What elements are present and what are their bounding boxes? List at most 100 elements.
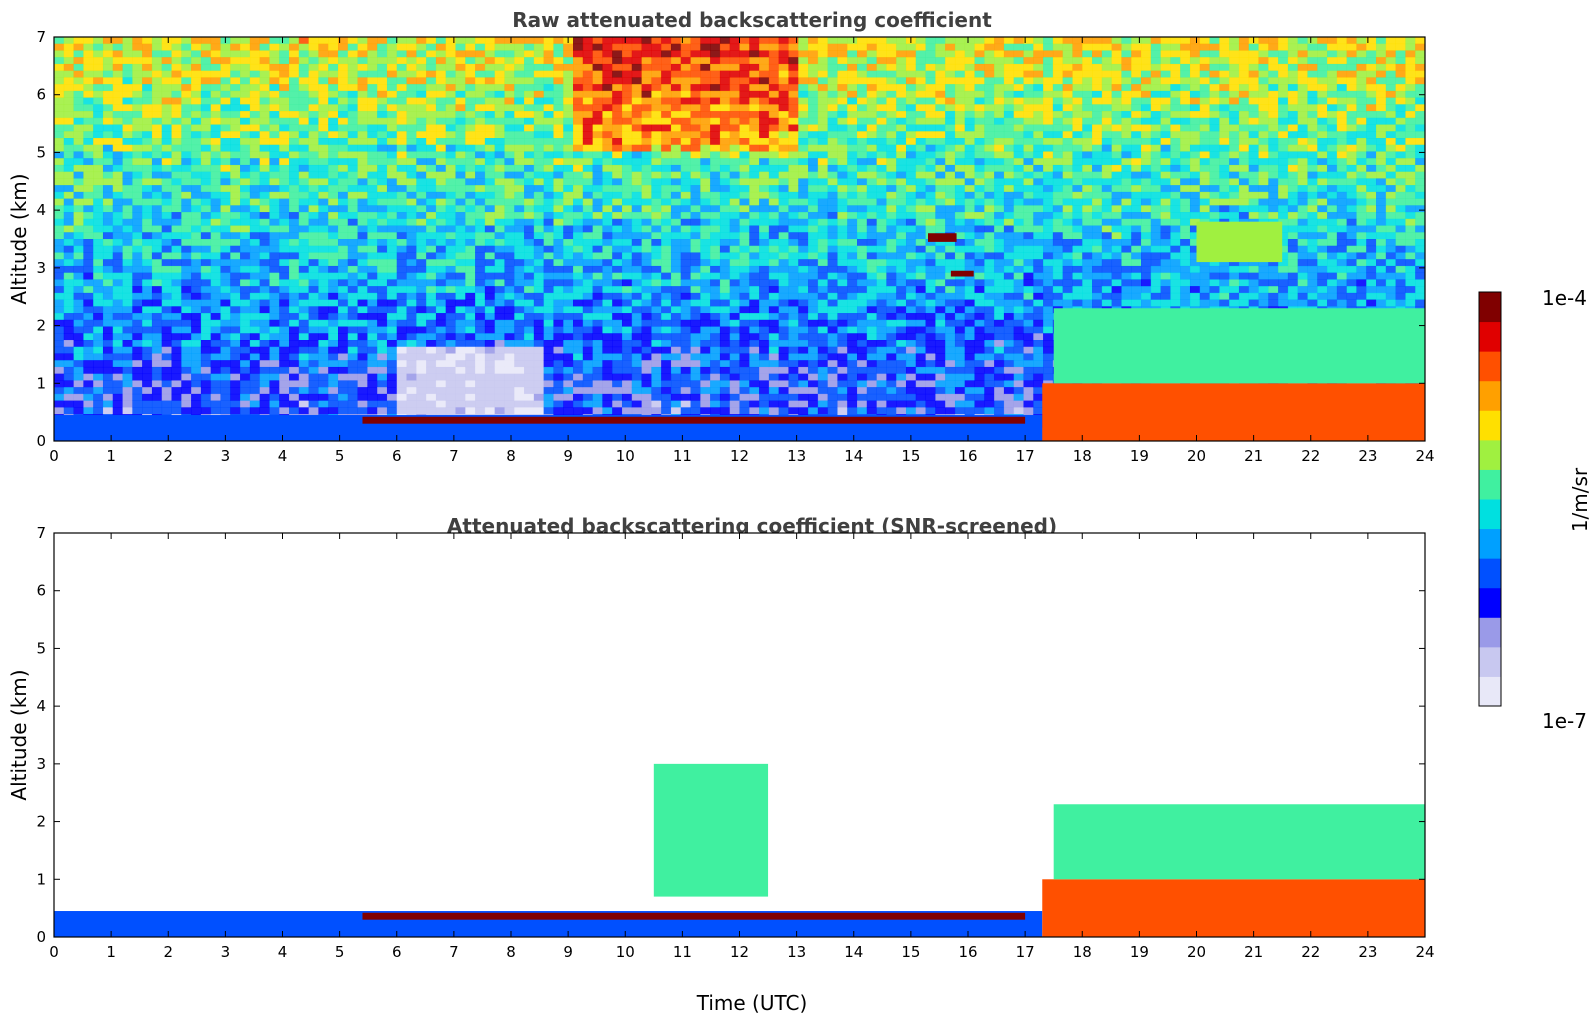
y-axis-label: Altitude (km) [7,173,31,304]
colorbar-swatch [1479,558,1501,589]
x-tick-label: 14 [844,447,863,465]
colorbar-frame [1478,291,1502,707]
colorbar-swatch [1479,499,1501,530]
colorbar-swatch [1479,676,1501,707]
y-tick-label: 5 [36,639,46,657]
x-tick-label: 8 [506,943,516,961]
x-tick-label: 4 [278,447,288,465]
x-tick-label: 23 [1358,943,1377,961]
x-tick-label: 3 [221,447,231,465]
x-tick-label: 0 [49,943,59,961]
x-tick-label: 17 [1016,447,1035,465]
x-tick-label: 5 [335,447,345,465]
feature-plumes [1053,804,1425,880]
colorbar-swatch [1479,528,1501,559]
feature-cloud [950,270,974,277]
feature-boundary-layer-top [362,416,1026,424]
x-tick-label: 4 [278,943,288,961]
colorbar-swatch [1479,439,1501,470]
x-tick-label: 15 [901,447,920,465]
y-tick-label: 3 [36,755,46,773]
x-tick-label: 9 [563,943,573,961]
x-tick-label: 7 [449,447,459,465]
colorbar [1478,291,1502,707]
x-tick-label: 18 [1073,447,1092,465]
y-tick-label: 3 [36,259,46,277]
x-tick-label: 19 [1130,447,1149,465]
x-tick-label: 8 [506,447,516,465]
x-tick-label: 0 [49,447,59,465]
x-tick-label: 23 [1358,447,1377,465]
x-tick-label: 6 [392,447,402,465]
x-tick-label: 6 [392,943,402,961]
x-tick-label: 10 [616,447,635,465]
feature-cloud [928,233,957,242]
x-tick-label: 9 [563,447,573,465]
colorbar-swatch [1479,321,1501,352]
feature-aerosol-layer [1196,221,1283,263]
colorbar-swatch [1479,410,1501,441]
feature-dense-aerosol [1042,879,1425,937]
y-tick-label: 5 [36,143,46,161]
x-tick-label: 16 [958,447,977,465]
y-tick-label: 0 [36,928,46,946]
x-tick-label: 17 [1016,943,1035,961]
x-tick-label: 12 [730,943,749,961]
x-tick-label: 19 [1130,943,1149,961]
noise-background [54,37,1426,442]
x-tick-label: 2 [163,943,173,961]
x-tick-label: 10 [616,943,635,961]
y-tick-label: 1 [36,870,46,888]
x-tick-label: 13 [787,943,806,961]
x-tick-label: 21 [1244,943,1263,961]
feature-dense-aerosol [1042,383,1425,441]
y-tick-label: 4 [36,697,46,715]
feature-plumes [1053,308,1425,384]
x-tick-label: 20 [1187,447,1206,465]
y-tick-label: 7 [36,28,46,46]
x-tick-label: 22 [1301,447,1320,465]
x-tick-label: 21 [1244,447,1263,465]
x-tick-label: 18 [1073,943,1092,961]
colorbar-units-label: 1/m/sr [1568,467,1592,532]
colorbar-swatch [1479,646,1501,677]
y-tick-label: 6 [36,582,46,600]
x-tick-label: 20 [1187,943,1206,961]
colorbar-swatch [1479,351,1501,382]
colorbar-swatch [1479,469,1501,500]
x-tick-label: 11 [673,943,692,961]
x-axis-label: Time (UTC) [696,991,808,1015]
feature-boundary-layer-top [362,912,1026,920]
top-panel: 0 1 2 3 4 5 6 7 8 9 10 11 12 13 14 15 16 17 18 19 20 21 22 23 24… [7,28,1435,465]
y-tick-label: 6 [36,86,46,104]
colorbar-min-label: 1e-7 [1542,709,1587,733]
colorbar-swatch [1479,587,1501,618]
x-tick-label: 15 [901,943,920,961]
y-axis-label: Altitude (km) [7,669,31,800]
x-tick-label: 13 [787,447,806,465]
colorbar-swatch [1479,292,1501,323]
colorbar-swatch [1479,617,1501,648]
x-tick-label: 14 [844,943,863,961]
y-tick-label: 1 [36,374,46,392]
y-tick-label: 7 [36,524,46,542]
x-tick-label: 5 [335,943,345,961]
x-tick-label: 22 [1301,943,1320,961]
top-panel-title: Raw attenuated backscattering coefficien… [512,8,992,32]
x-tick-label: 16 [958,943,977,961]
bottom-panel: 0 1 2 3 4 5 6 7 8 9 10 11 12 13 14 15 16 17 18 19 20 21 22 23 24… [7,524,1435,961]
x-tick-label: 11 [673,447,692,465]
x-tick-label: 12 [730,447,749,465]
y-tick-label: 0 [36,432,46,450]
x-tick-label: 1 [106,447,116,465]
x-tick-label: 2 [163,447,173,465]
x-tick-label: 7 [449,943,459,961]
y-tick-label: 4 [36,201,46,219]
x-tick-label: 3 [221,943,231,961]
colorbar-swatch [1479,380,1501,411]
x-tick-label: 24 [1415,447,1434,465]
x-tick-label: 1 [106,943,116,961]
feature-mid-level-aerosol [653,763,769,897]
colorbar-max-label: 1e-4 [1542,286,1587,310]
